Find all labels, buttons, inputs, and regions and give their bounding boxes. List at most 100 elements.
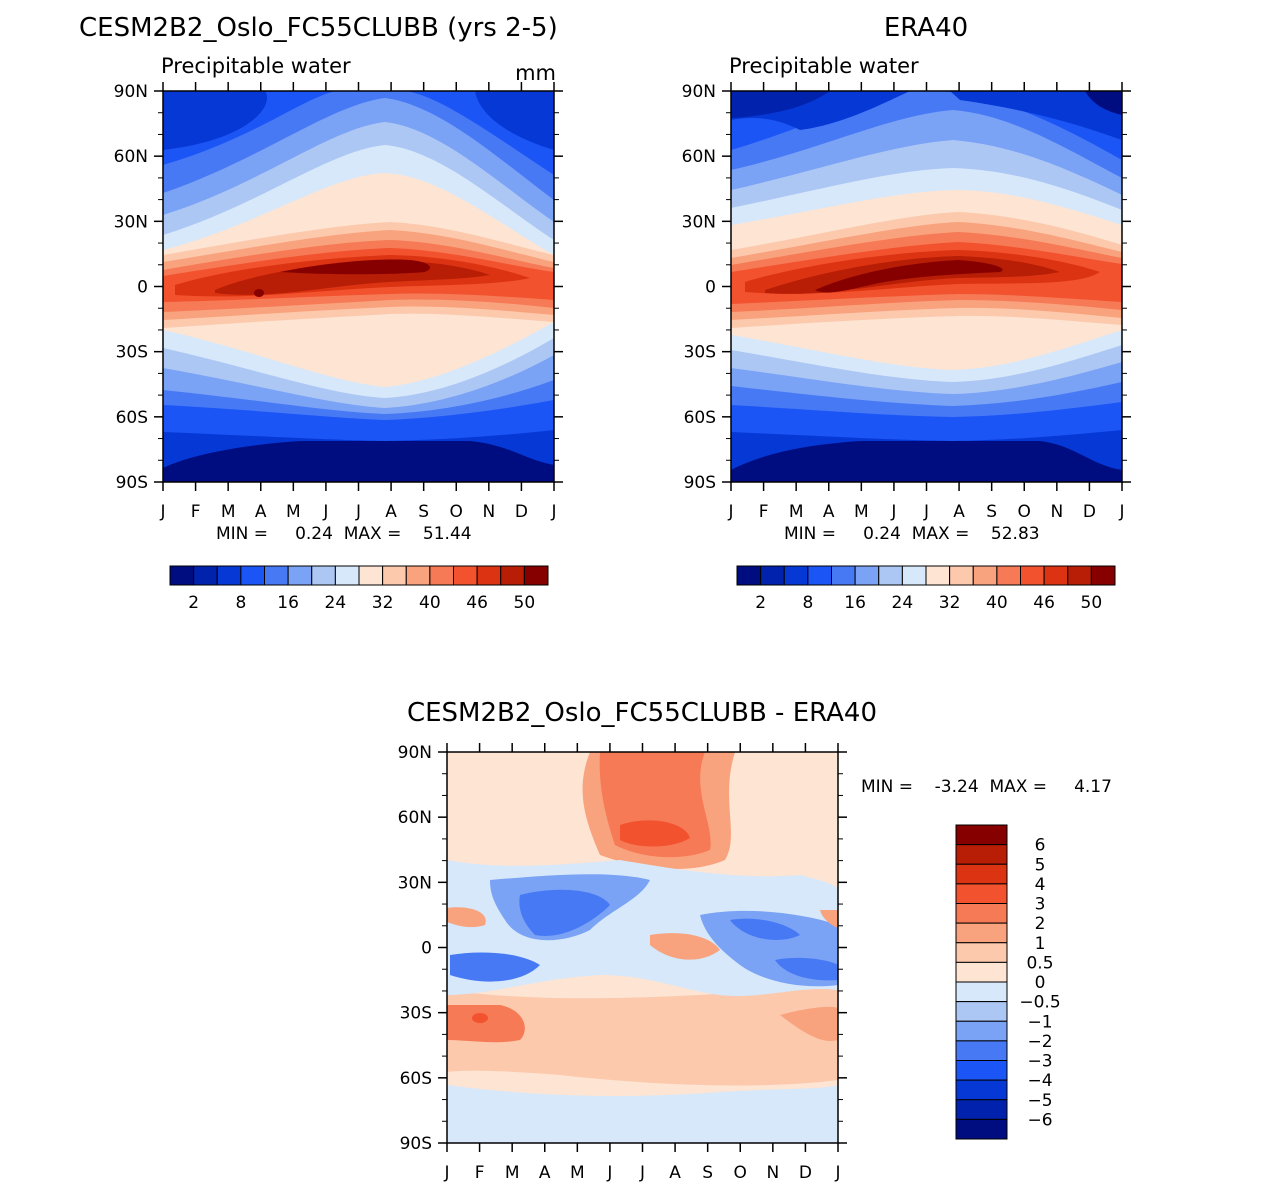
colorbar-label: 0.5 <box>1026 953 1053 973</box>
y-tick-label: 30N <box>114 212 148 232</box>
colorbar-box <box>955 942 1008 963</box>
x-tick-label: M <box>854 502 869 522</box>
colorbar-box <box>736 565 762 586</box>
panel-model-title: CESM2B2_Oslo_FC55CLUBB (yrs 2-5) <box>79 13 558 43</box>
colorbar-box <box>955 1001 1008 1022</box>
antarctic-negative-band <box>447 1085 838 1143</box>
x-tick-label: J <box>606 1163 612 1183</box>
colorbar-box <box>476 565 502 586</box>
antarctic-core <box>163 441 554 482</box>
panel-difference-plot-area <box>447 752 838 1143</box>
colorbar-box <box>949 565 974 586</box>
x-tick-label: A <box>953 502 965 522</box>
colorbar-box <box>240 565 265 586</box>
y-tick-label: 90N <box>114 82 148 102</box>
arctic-core-west <box>163 91 268 150</box>
tropical-negative-east-core <box>730 918 800 940</box>
y-tick-label: 90N <box>398 743 432 763</box>
colorbar-box <box>216 565 242 586</box>
y-tick-label: 60N <box>398 808 432 828</box>
colorbar-label: 16 <box>844 593 866 613</box>
panel-era40-stats: MIN = 0.24 MAX = 52.83 <box>784 524 1040 544</box>
colorbar-box <box>955 844 1008 865</box>
x-tick-label: S <box>986 502 997 522</box>
panel-era40: ERA40 Precipitable water <box>682 13 1131 613</box>
x-tick-label: J <box>727 502 733 522</box>
x-tick-label: D <box>799 1163 812 1183</box>
panel-model: CESM2B2_Oslo_FC55CLUBB (yrs 2-5) Precipi… <box>79 13 563 613</box>
y-tick-label: 60N <box>114 147 148 167</box>
colorbar-label: 32 <box>372 593 394 613</box>
x-tick-label: F <box>759 502 769 522</box>
band-51mm <box>280 259 430 275</box>
colorbar-box <box>831 565 856 586</box>
y-tick-label: 0 <box>137 278 148 298</box>
colorbar-label: 46 <box>466 593 488 613</box>
x-tick-label: M <box>286 502 301 522</box>
band-52mm <box>815 260 1003 293</box>
colorbar-box <box>955 1040 1008 1061</box>
x-tick-label: J <box>834 1163 840 1183</box>
colorbar-label: 0 <box>1035 973 1046 993</box>
x-tick-label: N <box>766 1163 779 1183</box>
y-tick-label: 90N <box>682 82 716 102</box>
colorbar-label: 2 <box>1035 914 1046 934</box>
x-tick-label: M <box>221 502 236 522</box>
x-tick-label: D <box>515 502 528 522</box>
colorbar-label: 50 <box>1081 593 1103 613</box>
colorbar-box <box>429 565 454 586</box>
x-tick-label: F <box>475 1163 485 1183</box>
arctic-core-east <box>475 91 554 150</box>
colorbar-box <box>955 1099 1008 1120</box>
colorbar-label: −3 <box>1027 1052 1052 1072</box>
y-tick-label: 60S <box>400 1069 432 1089</box>
colorbar-label: −1 <box>1027 1012 1052 1032</box>
y-tick-label: 60N <box>682 147 716 167</box>
colorbar-label: 40 <box>419 593 441 613</box>
colorbar-box <box>925 565 951 586</box>
x-tick-label: D <box>1083 502 1096 522</box>
x-tick-label: J <box>550 502 556 522</box>
x-tick-label: J <box>159 502 165 522</box>
colorbar-box <box>955 1079 1008 1101</box>
y-tick-label: 30S <box>400 1004 432 1024</box>
colorbar-label: −5 <box>1027 1091 1052 1111</box>
colorbar-box <box>955 1060 1008 1081</box>
colorbar-box <box>807 565 832 586</box>
colorbar-box <box>996 565 1021 586</box>
east-positive-spot <box>820 910 838 928</box>
colorbar-box <box>500 565 525 586</box>
panel-model-subtitle: Precipitable water <box>161 54 351 78</box>
south-positive-spot-west <box>447 1005 525 1043</box>
x-tick-label: J <box>355 502 361 522</box>
colorbar-box <box>901 565 927 586</box>
panel-era40-plot-area <box>731 91 1122 482</box>
x-tick-label: S <box>702 1163 713 1183</box>
colorbar-label: 3 <box>1035 895 1046 915</box>
colorbar-label: 32 <box>939 593 961 613</box>
colorbar-label: −2 <box>1027 1032 1052 1052</box>
colorbar-box <box>783 565 809 586</box>
south-positive-band <box>447 987 838 1086</box>
tropical-negative-west-core <box>519 889 610 936</box>
y-tick-label: 60S <box>684 408 716 428</box>
x-tick-label: A <box>255 502 267 522</box>
colorbar-label: 50 <box>514 593 536 613</box>
arctic-core-east <box>950 91 1122 140</box>
x-tick-label: M <box>789 502 804 522</box>
x-tick-label: J <box>890 502 896 522</box>
panel-era40-subtitle: Precipitable water <box>729 54 919 78</box>
y-tick-label: 0 <box>705 278 716 298</box>
x-tick-label: M <box>505 1163 520 1183</box>
colorbar-label: −0.5 <box>1019 993 1060 1013</box>
x-tick-label: J <box>639 1163 645 1183</box>
colorbar-box <box>1043 565 1069 586</box>
x-tick-label: N <box>1050 502 1063 522</box>
panel-difference-title: CESM2B2_Oslo_FC55CLUBB - ERA40 <box>407 698 877 728</box>
colorbar-label: 16 <box>277 593 299 613</box>
colorbar-label: 6 <box>1035 836 1046 856</box>
colorbar-label: 2 <box>755 593 766 613</box>
